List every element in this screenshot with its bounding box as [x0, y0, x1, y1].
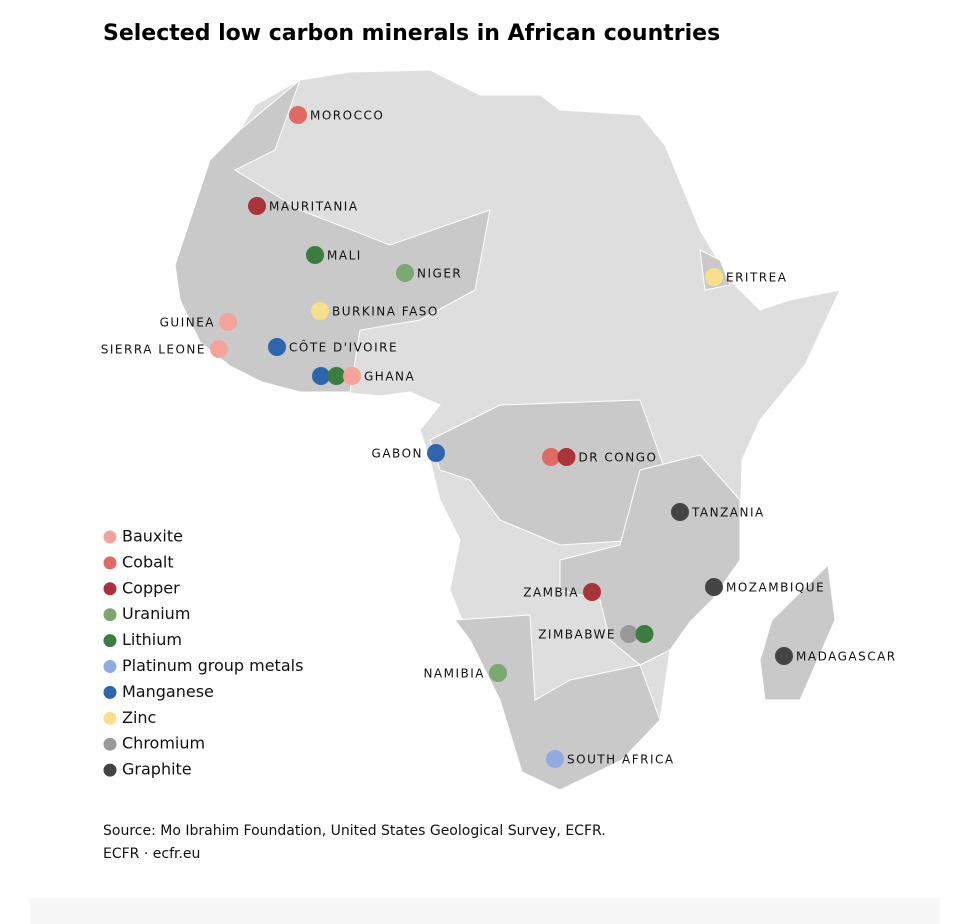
mineral-dot — [583, 583, 601, 601]
country-label: MADAGASCAR — [796, 650, 897, 664]
legend-label: Graphite — [122, 760, 192, 779]
country-label: NAMIBIA — [423, 667, 485, 681]
legend-label: Chromium — [122, 734, 205, 753]
highlight-south — [454, 614, 661, 791]
legend-swatch — [103, 660, 117, 673]
mineral-dot — [671, 503, 689, 521]
highlight-east — [559, 454, 741, 666]
legend-label: Zinc — [122, 708, 156, 727]
country-label: MAURITANIA — [269, 200, 359, 214]
mineral-dot — [546, 750, 564, 768]
legend-swatch — [103, 711, 117, 725]
country-label: ERITREA — [726, 271, 787, 285]
country-label: GHANA — [364, 370, 415, 384]
country-label: GABON — [372, 447, 423, 461]
mineral-dot — [620, 625, 638, 643]
country-label: ZIMBABWE — [538, 628, 616, 642]
country-label: GUINEA — [160, 316, 215, 330]
madagascar — [759, 563, 836, 701]
country-label: MALI — [327, 249, 362, 263]
mineral-dot — [557, 448, 576, 466]
mineral-dot — [343, 367, 361, 385]
mineral-dot — [210, 340, 228, 358]
legend-label: Copper — [122, 578, 180, 597]
legend-swatch — [103, 556, 117, 570]
mineral-dot — [311, 302, 329, 320]
footer-band — [30, 898, 940, 924]
mineral-dot — [289, 106, 307, 124]
legend-label: Bauxite — [122, 527, 183, 546]
legend-swatch — [103, 530, 117, 544]
source-note: Source: Mo Ibrahim Foundation, United St… — [103, 823, 606, 839]
mineral-dot — [705, 268, 723, 286]
country-label: MOZAMBIQUE — [726, 581, 825, 595]
legend-label: Lithium — [122, 630, 182, 649]
mineral-dot — [248, 197, 266, 215]
country-label: BURKINA FASO — [332, 305, 439, 319]
country-label: TANZANIA — [691, 506, 765, 520]
mineral-dot — [396, 264, 414, 282]
country-label: ZAMBIA — [523, 586, 579, 600]
legend-label: Manganese — [122, 682, 214, 701]
credit-note: ECFR · ecfr.eu — [103, 846, 200, 862]
legend-swatch — [103, 685, 117, 699]
africa — [174, 69, 841, 791]
mineral-dot — [268, 338, 286, 356]
mineral-dot — [705, 578, 723, 596]
legend-swatch — [103, 737, 117, 751]
country-label: DR CONGO — [579, 451, 658, 465]
country-label: SIERRA LEONE — [101, 343, 206, 357]
legend-swatch — [103, 608, 117, 622]
mineral-dot — [635, 625, 654, 643]
country-markers: MOROCCO MAURITANIA MALI NIGER BURKINA FASO GU… — [101, 106, 897, 768]
mineral-dot — [542, 448, 560, 466]
map-title: Selected low carbon minerals in African … — [103, 21, 720, 46]
legend-label: Cobalt — [122, 552, 174, 571]
country-label: NIGER — [417, 267, 462, 281]
mineral-dot — [775, 647, 793, 665]
legend-swatch — [103, 634, 117, 648]
mineral-dot — [327, 367, 346, 385]
highlight-central — [429, 399, 666, 546]
legend-swatch — [103, 763, 117, 777]
mineral-dot — [312, 367, 330, 385]
mineral-dot — [489, 664, 507, 682]
highlight-west — [174, 78, 491, 393]
mineral-dot — [219, 313, 237, 331]
legend: Bauxite Cobalt Copper Uranium Lithium Platinu… — [103, 527, 303, 779]
mineral-dot — [427, 444, 445, 462]
legend-label: Uranium — [122, 604, 190, 623]
country-label: CÔTE D'IVOIRE — [289, 340, 398, 355]
mineral-dot — [306, 246, 324, 264]
legend-label: Platinum group metals — [122, 656, 303, 675]
country-label: MOROCCO — [310, 109, 384, 123]
country-label: SOUTH AFRICA — [567, 753, 675, 767]
legend-swatch — [103, 582, 117, 596]
